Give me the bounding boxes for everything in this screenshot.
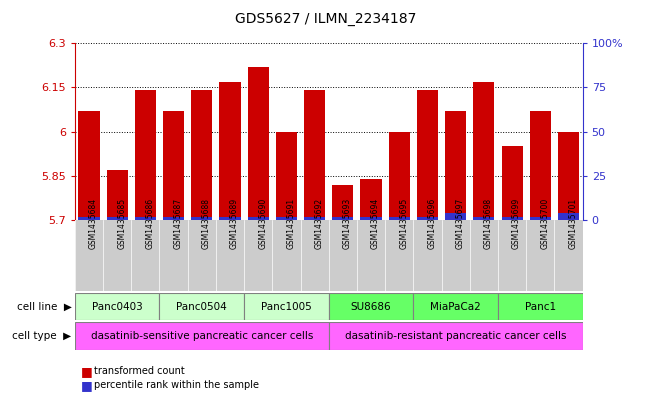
- Text: ■: ■: [81, 378, 93, 392]
- Bar: [163, 111, 184, 220]
- Text: GDS5627 / ILMN_2234187: GDS5627 / ILMN_2234187: [235, 12, 416, 26]
- Bar: [417, 90, 438, 220]
- Text: cell line  ▶: cell line ▶: [17, 301, 72, 312]
- Text: GSM1435694: GSM1435694: [371, 198, 380, 249]
- Bar: [389, 217, 410, 220]
- Bar: [389, 132, 410, 220]
- Text: GSM1435684: GSM1435684: [89, 198, 98, 249]
- Bar: [558, 132, 579, 220]
- Text: dasatinib-resistant pancreatic cancer cells: dasatinib-resistant pancreatic cancer ce…: [345, 331, 566, 341]
- Text: GSM1435699: GSM1435699: [512, 198, 521, 249]
- Bar: [501, 217, 523, 220]
- Bar: [75, 322, 329, 350]
- Text: GSM1435687: GSM1435687: [174, 198, 182, 249]
- Bar: [413, 293, 498, 320]
- Bar: [247, 67, 269, 220]
- Bar: [135, 217, 156, 220]
- Text: transformed count: transformed count: [94, 366, 185, 376]
- Bar: [332, 185, 353, 220]
- Bar: [276, 217, 297, 220]
- Bar: [219, 81, 241, 220]
- Bar: [530, 111, 551, 220]
- Bar: [332, 217, 353, 220]
- Text: dasatinib-sensitive pancreatic cancer cells: dasatinib-sensitive pancreatic cancer ce…: [90, 331, 313, 341]
- Text: GSM1435701: GSM1435701: [568, 198, 577, 249]
- Text: MiaPaCa2: MiaPaCa2: [430, 301, 481, 312]
- Text: GSM1435688: GSM1435688: [202, 198, 211, 249]
- Text: GSM1435686: GSM1435686: [145, 198, 154, 249]
- Bar: [445, 111, 466, 220]
- Bar: [530, 217, 551, 220]
- Bar: [329, 322, 583, 350]
- Bar: [498, 293, 583, 320]
- Text: GSM1435696: GSM1435696: [428, 198, 436, 249]
- Bar: [107, 217, 128, 220]
- Text: Panc0403: Panc0403: [92, 301, 143, 312]
- Bar: [361, 179, 381, 220]
- Bar: [159, 293, 244, 320]
- Text: SU8686: SU8686: [351, 301, 391, 312]
- Bar: [247, 217, 269, 220]
- Bar: [501, 146, 523, 220]
- Bar: [75, 293, 159, 320]
- Text: Panc0504: Panc0504: [176, 301, 227, 312]
- Bar: [135, 90, 156, 220]
- Text: ■: ■: [81, 365, 93, 378]
- Bar: [244, 293, 329, 320]
- Text: GSM1435685: GSM1435685: [117, 198, 126, 249]
- Bar: [276, 132, 297, 220]
- Bar: [473, 81, 495, 220]
- Text: GSM1435689: GSM1435689: [230, 198, 239, 249]
- Text: cell type  ▶: cell type ▶: [12, 331, 72, 341]
- Text: GSM1435691: GSM1435691: [286, 198, 296, 249]
- Text: GSM1435693: GSM1435693: [343, 198, 352, 249]
- Bar: [304, 90, 326, 220]
- Bar: [78, 111, 100, 220]
- Text: GSM1435700: GSM1435700: [540, 198, 549, 249]
- Text: GSM1435690: GSM1435690: [258, 198, 267, 249]
- Bar: [417, 217, 438, 220]
- Bar: [163, 217, 184, 220]
- Bar: [191, 90, 212, 220]
- Bar: [445, 213, 466, 220]
- Bar: [329, 293, 413, 320]
- Bar: [219, 217, 241, 220]
- Bar: [78, 217, 100, 220]
- Text: Panc1005: Panc1005: [261, 301, 312, 312]
- Text: percentile rank within the sample: percentile rank within the sample: [94, 380, 259, 390]
- Bar: [304, 217, 326, 220]
- Text: Panc1: Panc1: [525, 301, 556, 312]
- Bar: [191, 217, 212, 220]
- Bar: [107, 170, 128, 220]
- Bar: [473, 217, 495, 220]
- Text: GSM1435697: GSM1435697: [456, 198, 465, 249]
- Text: GSM1435698: GSM1435698: [484, 198, 493, 249]
- Text: GSM1435692: GSM1435692: [314, 198, 324, 249]
- Text: GSM1435695: GSM1435695: [399, 198, 408, 249]
- Bar: [361, 217, 381, 220]
- Bar: [558, 213, 579, 220]
